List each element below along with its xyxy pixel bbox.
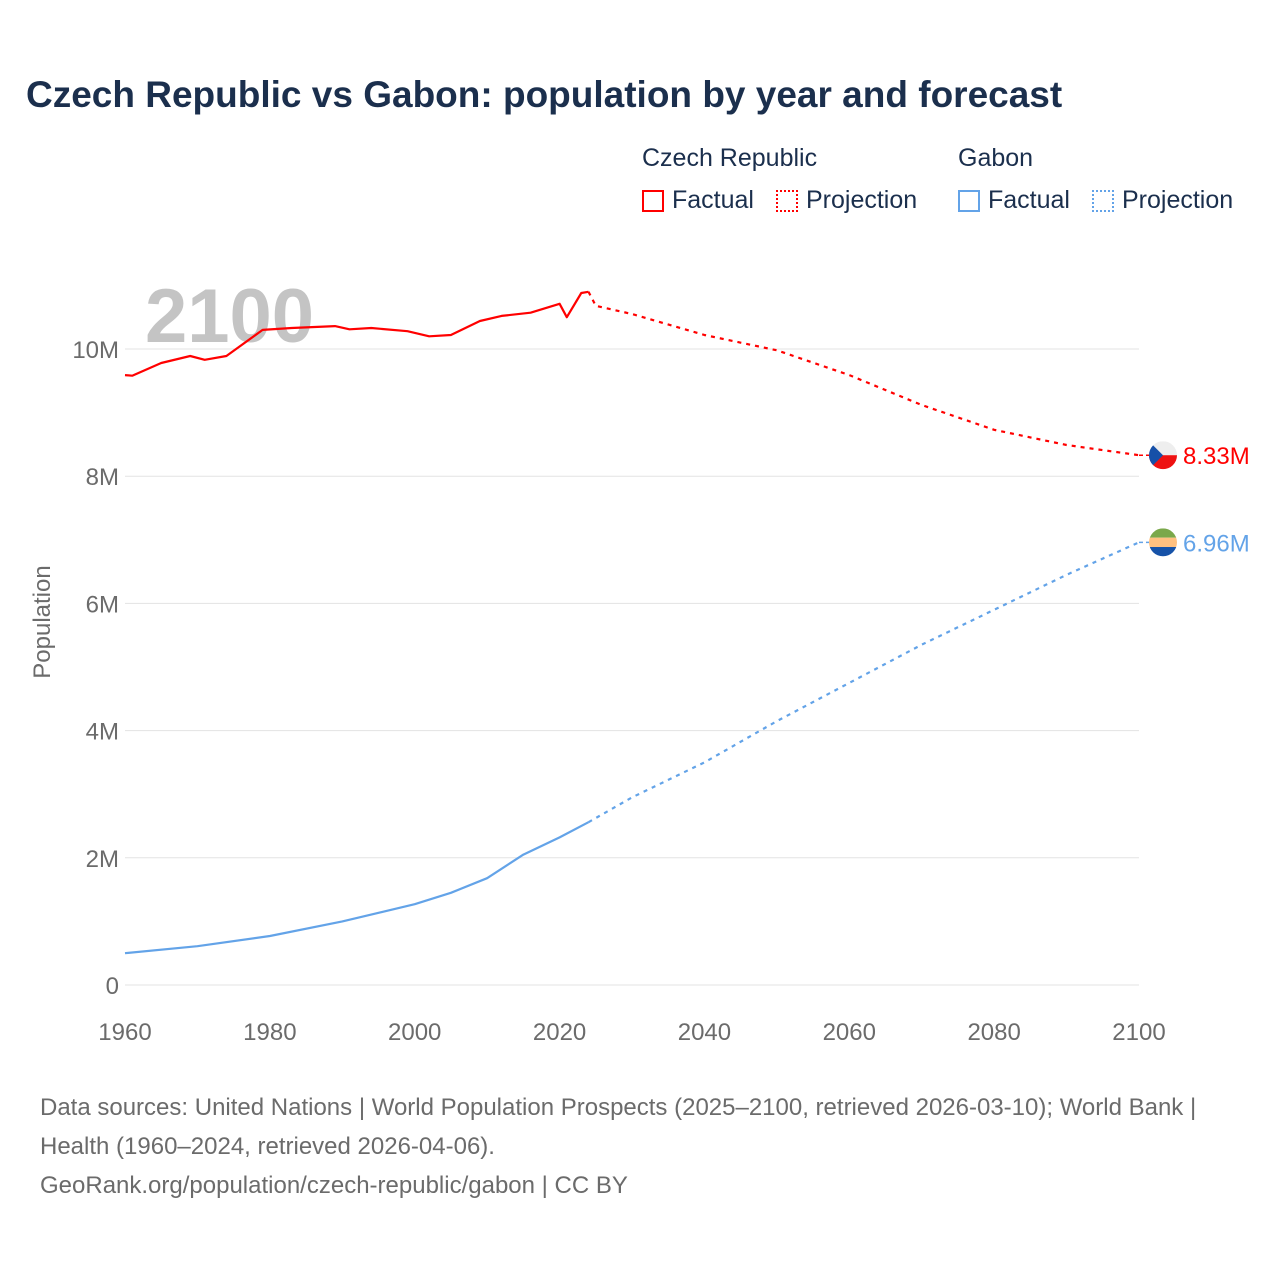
flag-blue <box>1149 547 1177 557</box>
x-tick-label: 1960 <box>98 1019 151 1046</box>
x-tick-label: 2020 <box>533 1019 586 1046</box>
legend-swatch-solid <box>642 189 664 212</box>
flag-blue <box>1149 441 1163 470</box>
y-tick-label: 2M <box>86 846 119 873</box>
x-tick-label: 2080 <box>967 1019 1020 1046</box>
legend-group-gabon: Gabon <box>958 144 1034 172</box>
x-tick-label: 1980 <box>243 1019 296 1046</box>
flag-yellow <box>1149 537 1177 548</box>
legend-czech-projection[interactable]: Projection <box>776 186 917 215</box>
legend-swatch-solid <box>958 189 980 212</box>
czech-flag-icon <box>1149 441 1177 470</box>
legend-label: Factual <box>672 186 754 214</box>
footer: Data sources: United Nations | World Pop… <box>40 1088 1240 1205</box>
data-sources: Data sources: United Nations | World Pop… <box>40 1094 1197 1160</box>
legend-label: Projection <box>806 186 918 214</box>
y-axis-label: Population <box>29 565 56 678</box>
flag-green <box>1149 528 1177 538</box>
legend-swatch-dotted <box>776 189 798 212</box>
x-tick-label: 2040 <box>678 1019 731 1046</box>
legend-group-czech: Czech Republic <box>642 144 818 172</box>
end-value-label: 6.96M <box>1183 530 1250 557</box>
series-line-gabon-projection <box>587 541 1140 824</box>
credit-link[interactable]: GeoRank.org/population/czech-republic/ga… <box>40 1172 628 1199</box>
legend-swatch-dotted <box>1092 189 1114 212</box>
gabon-flag-icon <box>1149 528 1177 557</box>
legend-gabon-projection[interactable]: Projection <box>1092 186 1233 215</box>
flag-body <box>1149 441 1177 470</box>
y-tick-label: 4M <box>86 719 119 746</box>
y-tick-label: 8M <box>86 464 119 491</box>
legend-label: Projection <box>1122 186 1234 214</box>
series-line-gabon-factual <box>124 821 590 955</box>
legend-label: Factual <box>988 186 1070 214</box>
end-value-label: 8.33M <box>1183 443 1250 470</box>
plot-area: 2100 0 2M 4M 6M 8M 10M 1960 1980 2000 2020 2040 206… <box>29 274 1250 1046</box>
x-tick-label: 2060 <box>823 1019 876 1046</box>
series-line-czech-republic-projection <box>587 291 1140 457</box>
legend-czech-factual[interactable]: Factual <box>642 186 754 215</box>
x-tick-label: 2000 <box>388 1019 441 1046</box>
series-line-czech-republic-factual <box>124 290 589 377</box>
year-watermark: 2100 <box>145 274 314 359</box>
y-tick-label: 10M <box>72 337 119 364</box>
x-tick-label: 2100 <box>1112 1019 1165 1046</box>
legend-gabon-factual[interactable]: Factual <box>958 186 1070 215</box>
y-tick-label: 0 <box>106 973 119 1000</box>
chart-title: Czech Republic vs Gabon: population by y… <box>26 74 1063 115</box>
y-tick-label: 6M <box>86 591 119 618</box>
flag-body <box>1149 528 1177 557</box>
